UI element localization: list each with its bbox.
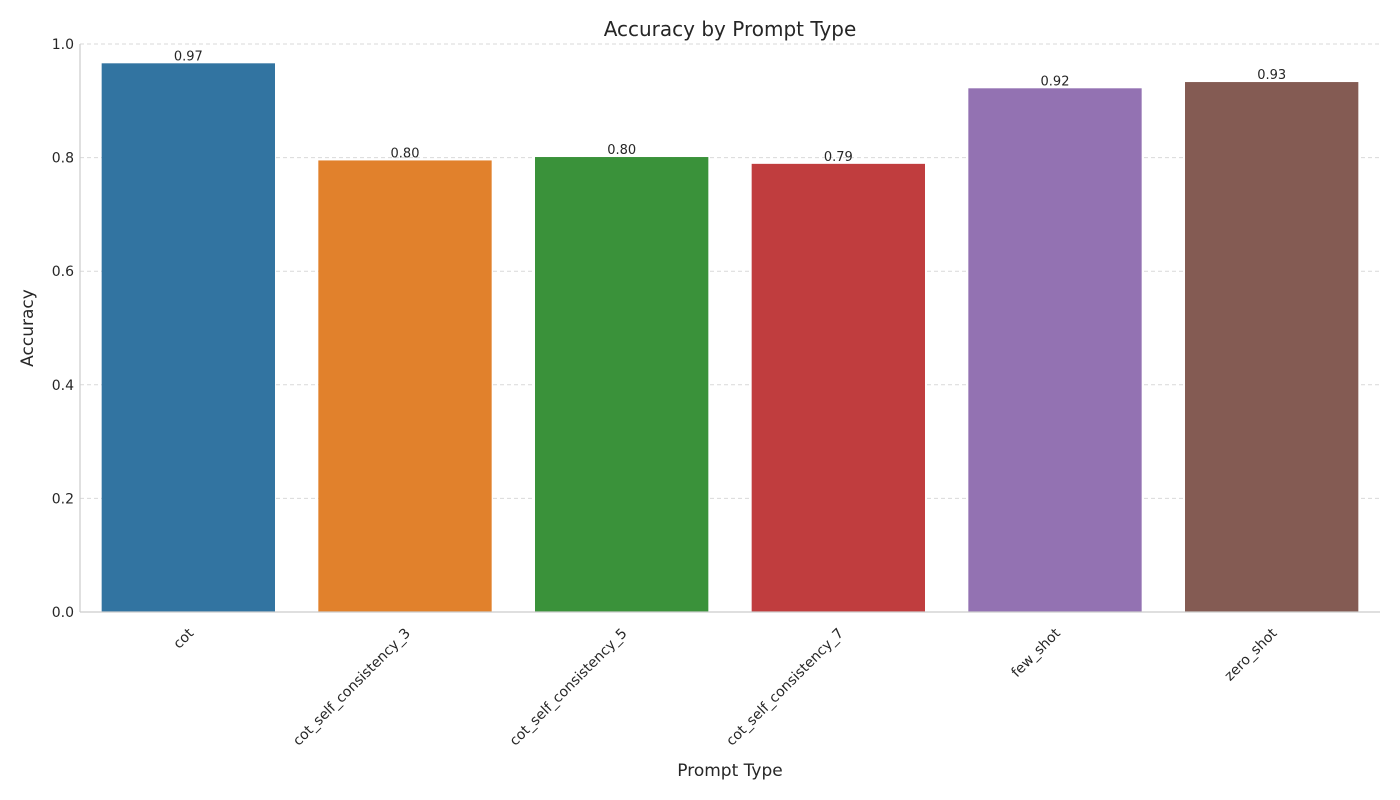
y-tick-label: 0.0 [52, 605, 74, 621]
chart-title: Accuracy by Prompt Type [604, 17, 857, 41]
bar-cot [101, 63, 276, 612]
y-tick-label: 0.8 [52, 151, 74, 167]
data-label-cot_self_consistency_7: 0.79 [824, 150, 853, 165]
y-tick-labels: 0.0 0.2 0.4 0.6 0.8 1.0 [52, 37, 74, 621]
bar-few_shot [968, 88, 1142, 612]
data-label-cot_self_consistency_5: 0.80 [607, 143, 636, 158]
x-tick-label-cot_self_consistency_7: cot_self_consistency_7 [723, 626, 847, 750]
x-tick-label-cot_self_consistency_3: cot_self_consistency_3 [290, 626, 414, 750]
x-tick-labels: cot cot_self_consistency_3 cot_self_consis… [170, 625, 1280, 749]
y-axis-label: Accuracy [18, 289, 38, 367]
axes-spines [79, 44, 1380, 613]
x-tick-label-zero_shot: zero_shot [1222, 625, 1281, 684]
bar-zero_shot [1185, 82, 1359, 612]
data-label-zero_shot: 0.93 [1257, 68, 1286, 83]
x-tick-label-few_shot: few_shot [1009, 625, 1065, 681]
y-tick-label: 0.6 [52, 264, 74, 280]
bar-cot_self_consistency_5 [535, 157, 709, 613]
data-label-few_shot: 0.92 [1041, 74, 1070, 89]
data-label-cot_self_consistency_3: 0.80 [391, 146, 420, 161]
y-tick-label: 1.0 [52, 37, 74, 53]
x-tick-label-cot: cot [170, 625, 197, 652]
bar-cot_self_consistency_3 [318, 160, 492, 612]
data-labels: 0.97 0.80 0.80 0.79 0.92 0.93 [174, 49, 1286, 165]
y-tick-label: 0.4 [52, 378, 74, 394]
bar-cot_self_consistency_7 [751, 163, 925, 612]
data-label-cot: 0.97 [174, 49, 203, 64]
x-axis-label: Prompt Type [677, 761, 782, 781]
y-tick-label: 0.2 [52, 491, 74, 507]
x-tick-label-cot_self_consistency_5: cot_self_consistency_5 [507, 626, 631, 750]
bars [101, 63, 1359, 613]
